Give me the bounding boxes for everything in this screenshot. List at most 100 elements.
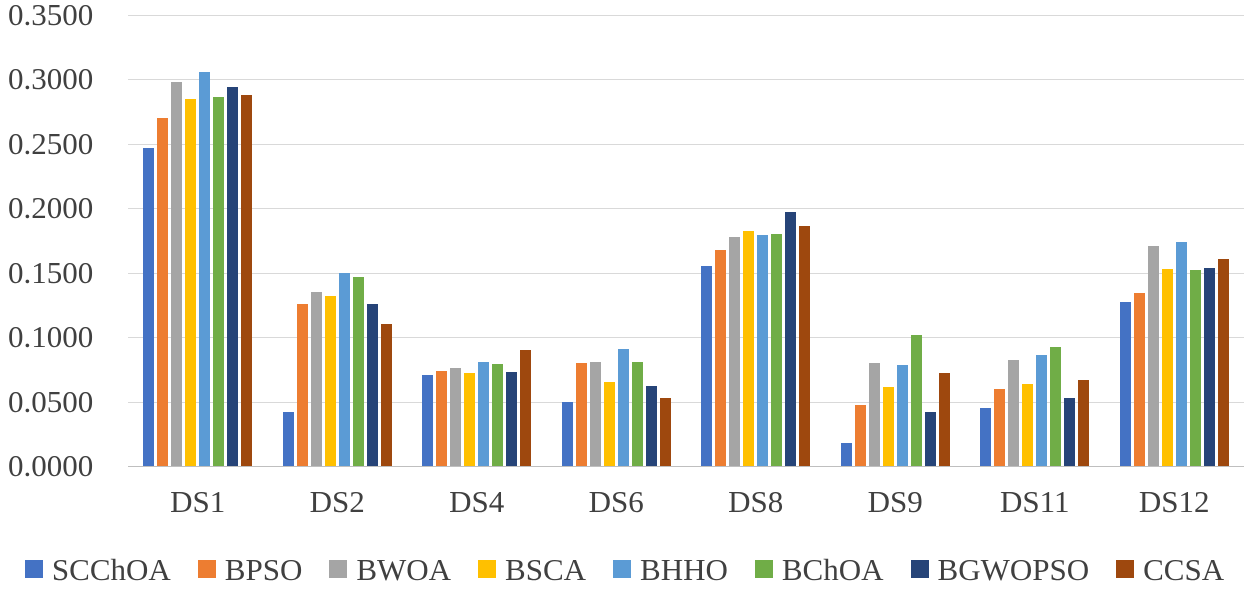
bar-bchoa-ds1 [213, 97, 225, 466]
bar-bwoa-ds2 [310, 292, 322, 466]
legend-swatch-icon [329, 560, 348, 578]
legend-item-bwoa: BWOA [329, 554, 451, 585]
bar-scchoa-ds8 [701, 266, 713, 466]
bar-bhho-ds9 [896, 365, 908, 466]
legend-label: CCSA [1143, 551, 1225, 587]
bar-bhho-ds8 [757, 235, 769, 466]
bar-bpso-ds9 [854, 405, 866, 466]
bar-bpso-ds8 [715, 250, 727, 466]
bar-bgwopso-ds6 [645, 386, 657, 466]
bar-bsca-ds6 [603, 382, 615, 466]
bar-bchoa-ds11 [1050, 347, 1062, 466]
bar-scchoa-ds4 [422, 375, 434, 466]
bar-bwoa-ds9 [868, 363, 880, 466]
bar-bwoa-ds8 [729, 237, 741, 466]
bar-bgwopso-ds4 [506, 372, 518, 466]
bar-bpso-ds1 [157, 118, 169, 466]
bar-ccsa-ds6 [659, 398, 671, 466]
bar-bchoa-ds4 [492, 364, 504, 466]
bar-bwoa-ds11 [1008, 360, 1020, 466]
legend-swatch-icon [754, 560, 773, 578]
gridline [128, 208, 1244, 210]
gridline [128, 337, 1244, 339]
bar-ccsa-ds4 [520, 350, 532, 466]
bar-scchoa-ds2 [282, 412, 294, 466]
gridline [128, 79, 1244, 81]
bar-scchoa-ds12 [1119, 302, 1131, 466]
x-tick-label-ds11: DS11 [1000, 484, 1070, 519]
bar-group-ds4 [407, 15, 547, 466]
legend-label: BPSO [224, 551, 303, 587]
bar-scchoa-ds6 [561, 402, 573, 466]
y-tick-label: 0.3500 [8, 0, 94, 32]
legend-swatch-icon [613, 560, 632, 578]
legend: SCChOA BPSO BWOA BSCA BHHO BChOA BGWOPSO CCSA [0, 546, 1249, 592]
bar-bpso-ds12 [1133, 293, 1145, 466]
legend-swatch-icon [197, 560, 216, 578]
bar-bhho-ds2 [338, 273, 350, 466]
bar-group-ds9 [826, 15, 966, 466]
x-tick-label-ds9: DS9 [867, 484, 923, 519]
legend-swatch-icon [910, 560, 929, 578]
bar-bsca-ds1 [185, 99, 197, 466]
gridline [128, 272, 1244, 274]
bar-bsca-ds9 [882, 387, 894, 466]
bar-scchoa-ds1 [143, 148, 155, 466]
bar-bhho-ds1 [199, 72, 211, 466]
bar-group-ds1 [128, 15, 268, 466]
bar-ccsa-ds9 [938, 373, 950, 466]
bar-bpso-ds11 [994, 389, 1006, 466]
bar-bwoa-ds1 [171, 82, 183, 466]
bar-group-ds6 [547, 15, 687, 466]
bar-bchoa-ds6 [631, 362, 643, 466]
bar-ccsa-ds8 [799, 226, 811, 466]
x-tick-label-ds2: DS2 [309, 484, 365, 519]
x-tick-label-ds1: DS1 [170, 484, 226, 519]
bar-bwoa-ds12 [1147, 246, 1159, 466]
bar-ccsa-ds2 [380, 324, 392, 466]
bar-bchoa-ds8 [771, 234, 783, 466]
bar-bgwopso-ds12 [1203, 268, 1215, 466]
bar-group-ds11 [965, 15, 1105, 466]
bar-bgwopso-ds8 [785, 212, 797, 466]
legend-label: BChOA [781, 551, 884, 587]
bar-scchoa-ds11 [980, 408, 992, 466]
bar-group-ds12 [1105, 15, 1245, 466]
bar-bchoa-ds9 [910, 335, 922, 466]
bar-bchoa-ds12 [1189, 270, 1201, 466]
bar-bhho-ds6 [617, 349, 629, 466]
legend-swatch-icon [24, 560, 43, 578]
bar-bhho-ds12 [1175, 242, 1187, 466]
bar-bpso-ds2 [296, 304, 308, 466]
gridline [128, 143, 1244, 145]
legend-swatch-icon [1116, 560, 1135, 578]
x-tick-label-ds8: DS8 [728, 484, 784, 519]
bar-bsca-ds11 [1022, 384, 1034, 466]
y-tick-label: 0.3000 [8, 61, 94, 97]
bar-scchoa-ds9 [840, 443, 852, 466]
bar-ccsa-ds11 [1078, 380, 1090, 466]
legend-item-bchoa: BChOA [754, 551, 884, 587]
y-tick-label: 0.2000 [8, 190, 94, 226]
bar-ccsa-ds12 [1217, 259, 1229, 466]
bar-bsca-ds2 [324, 296, 336, 466]
bar-bgwopso-ds2 [366, 304, 378, 466]
legend-item-ccsa: CCSA [1116, 554, 1224, 585]
bar-bsca-ds8 [743, 231, 755, 466]
legend-item-scchoa: SCChOA [24, 554, 171, 585]
x-tick-label-ds12: DS12 [1138, 484, 1210, 519]
legend-item-bhho: BHHO [613, 554, 728, 585]
y-tick-label: 0.1000 [8, 319, 94, 355]
legend-label: BWOA [356, 551, 452, 587]
bar-bhho-ds11 [1036, 355, 1048, 466]
legend-label: BHHO [640, 551, 728, 587]
y-axis: 0.3500 0.3000 0.2500 0.2000 0.1500 0.1000 0.05… [0, 0, 120, 483]
legend-item-bgwopso: BGWOPSO [910, 551, 1090, 587]
gridline [128, 401, 1244, 403]
bar-bgwopso-ds11 [1064, 398, 1076, 466]
y-tick-label: 0.1500 [8, 254, 94, 290]
bar-bgwopso-ds9 [924, 412, 936, 466]
y-tick-label: 0.2500 [8, 125, 94, 161]
y-tick-label: 0.0500 [8, 383, 94, 419]
legend-label: BGWOPSO [937, 551, 1090, 587]
